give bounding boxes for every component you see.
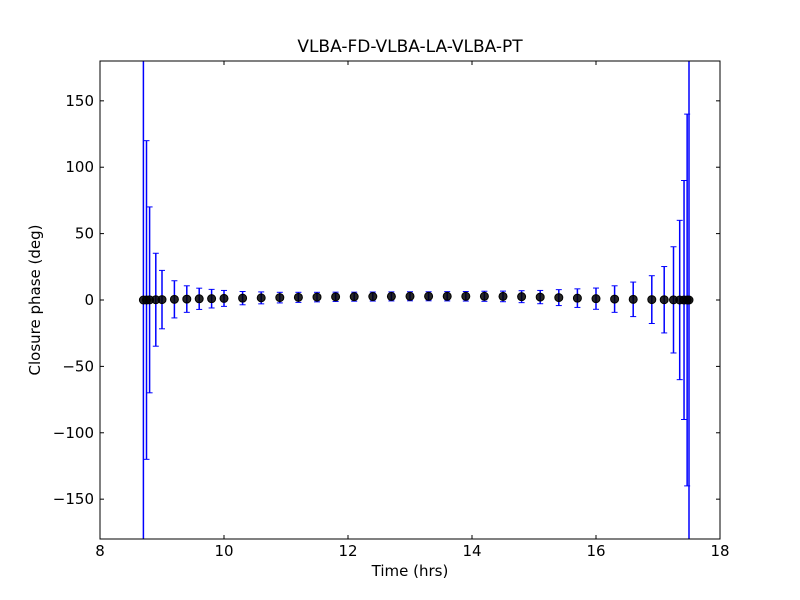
y-axis-label: Closure phase (deg): [26, 225, 44, 376]
y-tick-label: 100: [65, 158, 94, 176]
y-tick-label: −100: [53, 424, 94, 442]
x-axis-label: Time (hrs): [371, 562, 449, 580]
data-point: [157, 295, 167, 305]
x-tick-label: 8: [95, 542, 105, 560]
x-tick-label: 12: [338, 542, 357, 560]
data-point: [349, 292, 359, 302]
data-point: [405, 291, 415, 301]
data-point: [368, 292, 378, 302]
data-point: [554, 293, 564, 303]
plot-area: [138, 61, 694, 539]
data-point: [659, 295, 669, 305]
data-point: [331, 292, 341, 302]
chart-title: VLBA-FD-VLBA-LA-VLBA-PT: [297, 37, 523, 57]
data-point: [535, 292, 545, 302]
x-tick-label: 18: [710, 542, 729, 560]
data-point: [386, 291, 396, 301]
data-point: [207, 294, 217, 304]
x-tick-label: 16: [586, 542, 605, 560]
y-tick-label: −50: [62, 357, 94, 375]
x-tick-label: 10: [214, 542, 233, 560]
data-point: [610, 294, 620, 304]
data-point: [182, 294, 192, 304]
data-point: [256, 293, 266, 303]
y-tick-label: 150: [65, 92, 94, 110]
x-tick-label: 14: [462, 542, 481, 560]
data-point: [461, 291, 471, 301]
data-point: [219, 293, 229, 303]
data-point: [498, 291, 508, 301]
data-point: [684, 295, 694, 305]
data-point: [572, 293, 582, 303]
data-point: [647, 295, 657, 305]
data-point: [628, 294, 638, 304]
y-tick-label: 50: [75, 225, 94, 243]
data-point: [293, 292, 303, 302]
data-point: [238, 293, 248, 303]
data-point: [424, 291, 434, 301]
data-point: [442, 291, 452, 301]
y-tick-label: −150: [53, 490, 94, 508]
data-point: [312, 292, 322, 302]
data-point: [194, 294, 204, 304]
data-point: [275, 293, 285, 303]
data-point: [479, 291, 489, 301]
data-point: [169, 294, 179, 304]
axes: 8 10 12 14 16 18 −150 −100 −50 0 50 100 150: [53, 60, 730, 560]
data-point: [591, 294, 601, 304]
y-tick-label: 0: [84, 291, 94, 309]
data-point: [517, 292, 527, 302]
